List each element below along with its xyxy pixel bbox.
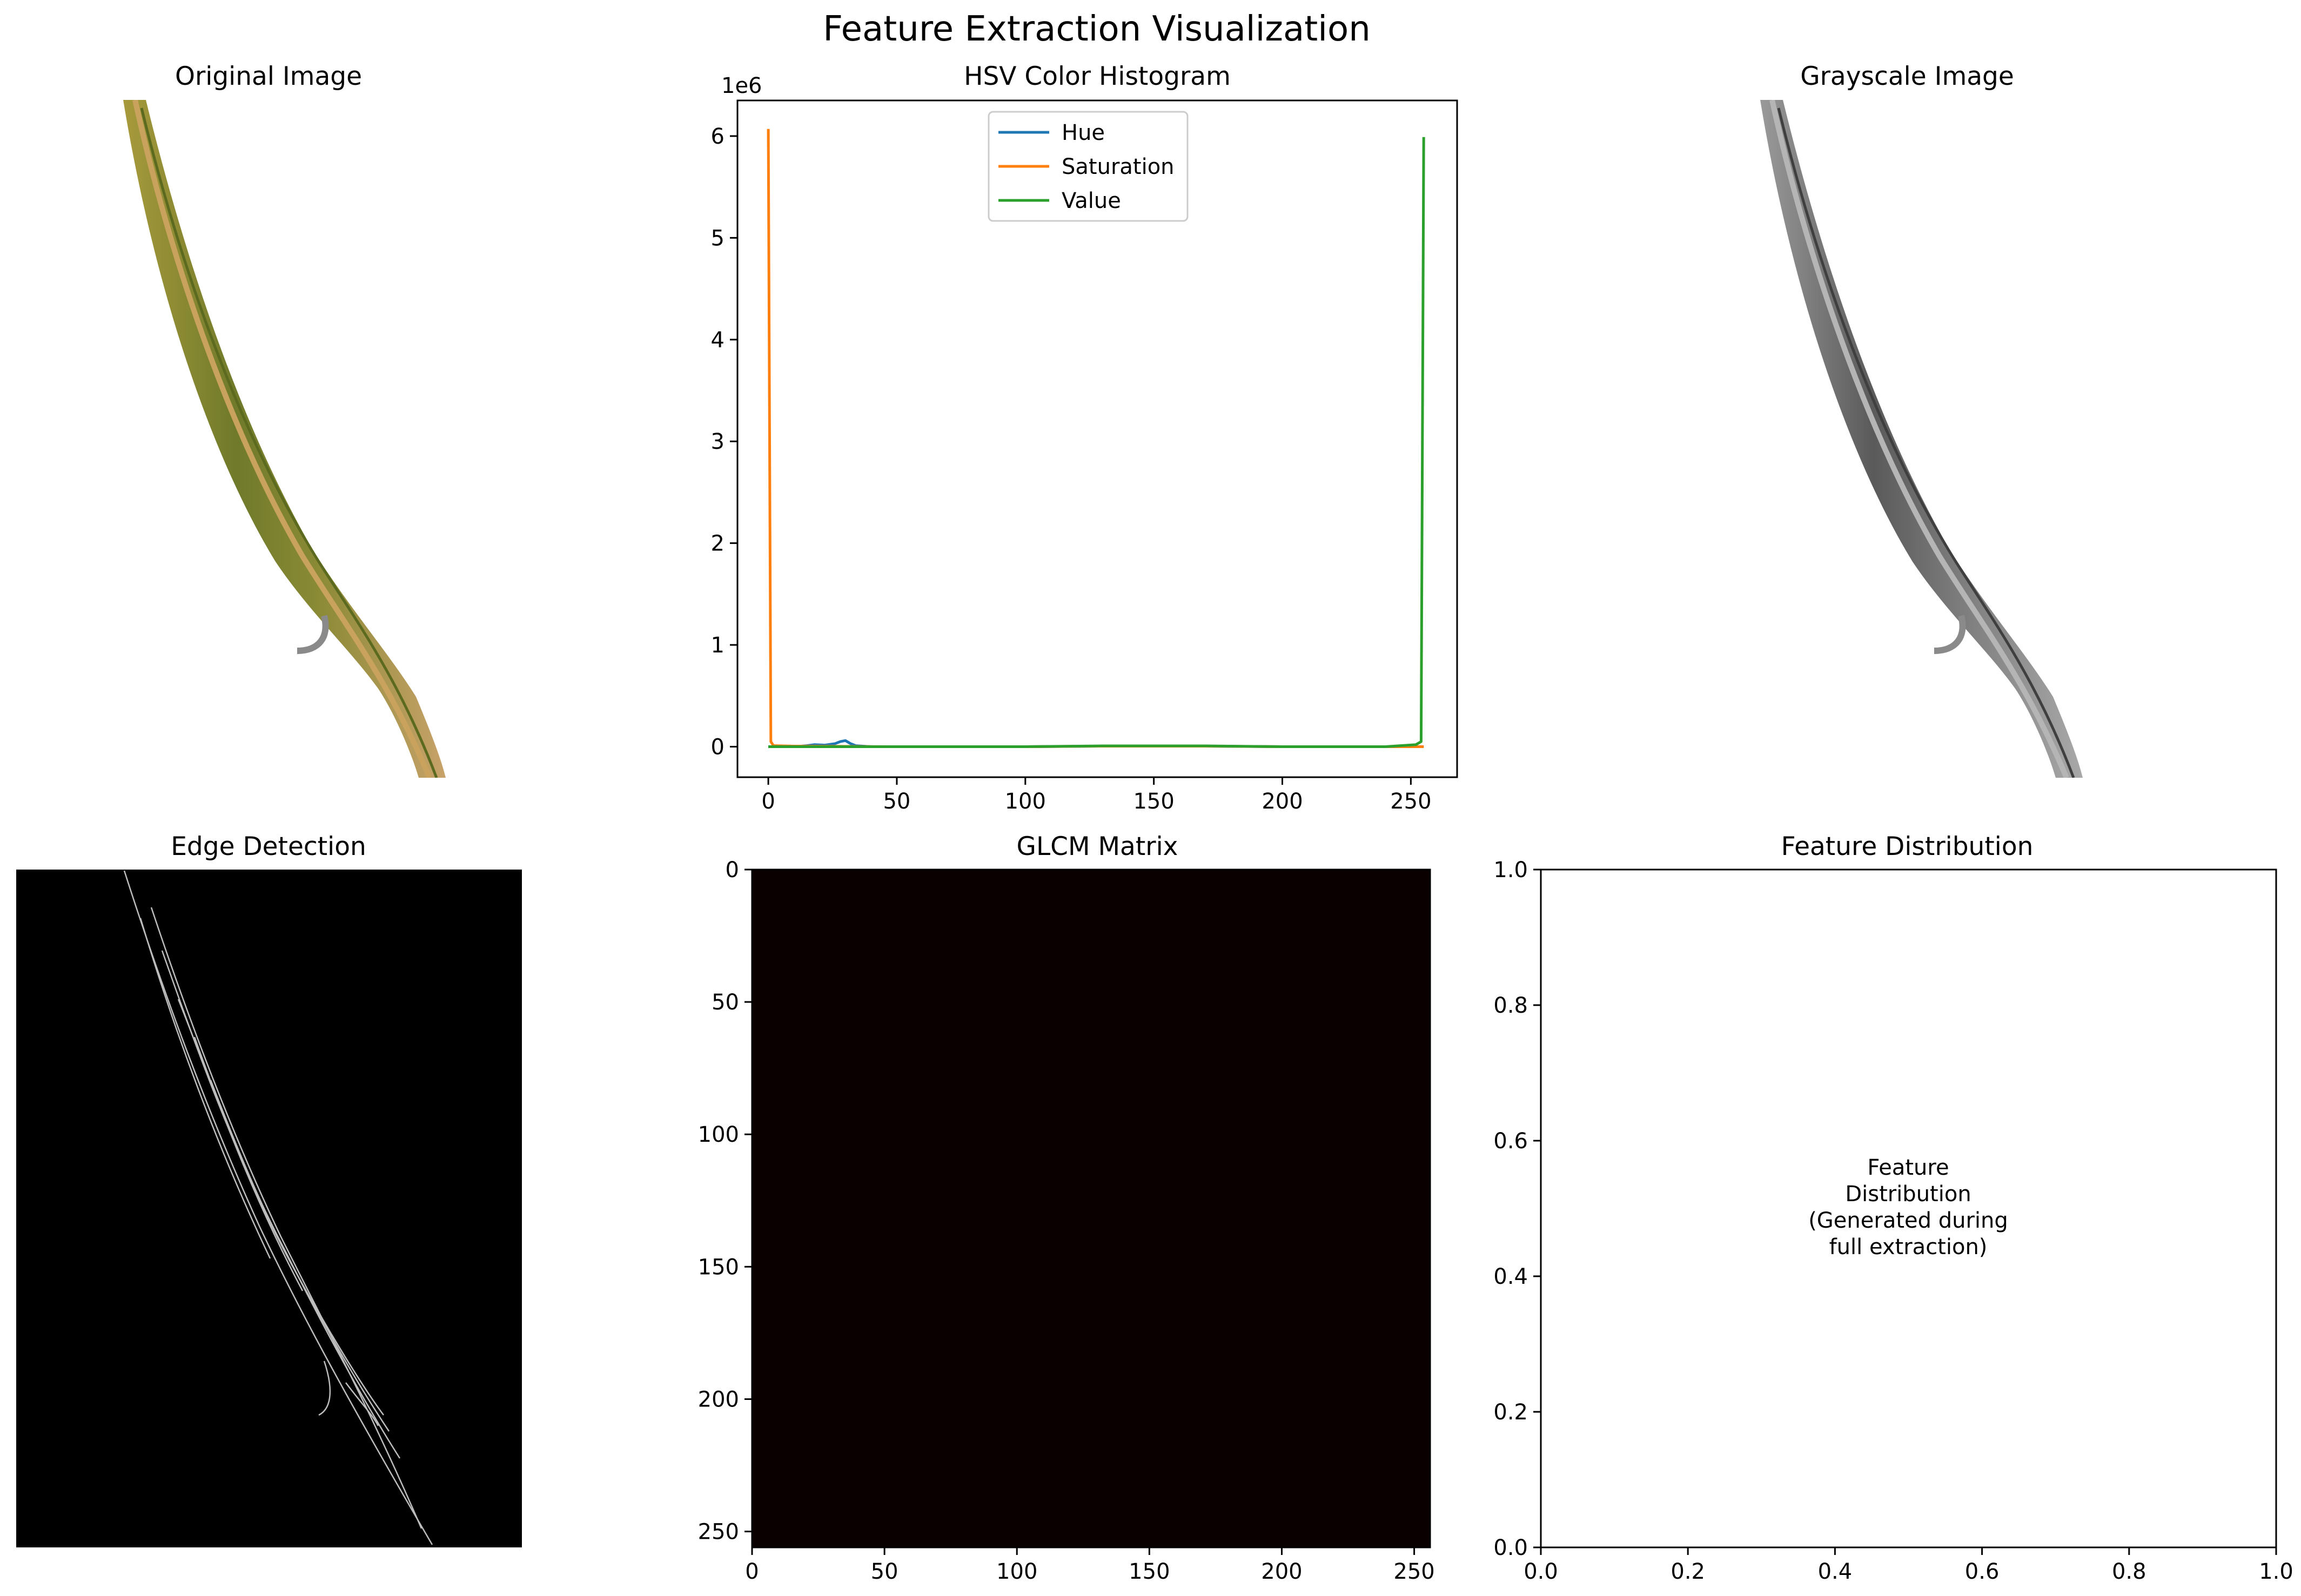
glcm-x-tick-label: 250: [1393, 1559, 1434, 1584]
placeholder-line-4: full extraction): [1829, 1235, 1988, 1260]
glcm-x-tick-label: 100: [996, 1559, 1037, 1584]
y-tick-label: 5: [711, 226, 724, 251]
gray-leaf-vein: [1777, 107, 2075, 778]
feature-x-tick-label: 0.2: [1671, 1559, 1705, 1584]
leaf-midrib: [132, 100, 432, 778]
feature-distribution-panel: Feature Distribution 0.0 0.2 0.4 0.6 0.8 1.0 0…: [1493, 832, 2293, 1584]
feature-x-tick-label: 0.8: [2112, 1559, 2146, 1584]
y-tick-label: 4: [711, 328, 724, 353]
x-tick-label: 50: [883, 789, 910, 814]
y-tick-label: 6: [711, 124, 724, 149]
glcm-y-tick-label: 0: [726, 858, 739, 883]
feature-x-tick-label: 0.6: [1965, 1559, 2000, 1584]
x-tick-label: 200: [1262, 789, 1303, 814]
glcm-title: GLCM Matrix: [1017, 832, 1178, 861]
feature-x-tick-label: 0.4: [1818, 1559, 1853, 1584]
x-tick-label: 100: [1005, 789, 1046, 814]
leaf-blade: [123, 100, 446, 778]
feature-y-tick-label: 0.2: [1493, 1400, 1528, 1425]
edge-lines: [123, 870, 433, 1545]
edge-image-background: [16, 870, 522, 1547]
glcm-x-tick-label: 50: [871, 1559, 898, 1584]
feature-placeholder-text: Feature Distribution (Generated during f…: [1808, 1155, 2008, 1260]
feature-y-tick-label: 0.6: [1493, 1129, 1528, 1154]
feature-x-tick-label: 0.0: [1524, 1559, 1558, 1584]
grayscale-image-panel: Grayscale Image: [1760, 62, 2083, 778]
leaf-curl: [297, 615, 329, 654]
hsv-offset-label: 1e6: [721, 73, 762, 98]
placeholder-line-3: (Generated during: [1808, 1208, 2008, 1233]
y-tick-label: 1: [711, 633, 724, 658]
hsv-histogram-panel: HSV Color Histogram 1e6 0 50 100 150 200 250 0…: [711, 62, 1458, 814]
feature-distribution-title: Feature Distribution: [1781, 832, 2034, 861]
gray-leaf-curl: [1934, 615, 1966, 654]
gray-leaf-midrib: [1769, 100, 2069, 778]
hsv-histogram-title: HSV Color Histogram: [964, 62, 1231, 91]
original-image-title: Original Image: [175, 62, 362, 91]
leaf-image: [123, 100, 446, 778]
edge-detection-title: Edge Detection: [171, 832, 366, 861]
edge-detection-panel: Edge Detection: [16, 832, 522, 1547]
feature-y-tick-label: 1.0: [1493, 858, 1528, 883]
glcm-y-tick-label: 250: [698, 1520, 739, 1545]
glcm-heatmap: [752, 870, 1430, 1547]
placeholder-line-1: Feature: [1867, 1155, 1949, 1180]
placeholder-line-2: Distribution: [1845, 1182, 1971, 1207]
grayscale-image-title: Grayscale Image: [1800, 62, 2014, 91]
glcm-x-tick-label: 150: [1129, 1559, 1170, 1584]
glcm-y-tick-label: 100: [698, 1122, 739, 1147]
y-tick-label: 2: [711, 531, 724, 556]
figure-title: Feature Extraction Visualization: [823, 9, 1371, 49]
hsv-axes-frame: [736, 99, 1458, 778]
y-tick-label: 3: [711, 429, 724, 454]
gray-leaf-blade: [1760, 100, 2083, 778]
legend-label-hue: Hue: [1062, 120, 1105, 145]
x-tick-label: 250: [1390, 789, 1431, 814]
x-tick-label: 150: [1133, 789, 1174, 814]
feature-axes-frame: [1540, 868, 2277, 1548]
y-tick-label: 0: [711, 735, 724, 759]
feature-x-tick-label: 1.0: [2259, 1559, 2293, 1584]
feature-y-tick-label: 0.0: [1493, 1536, 1528, 1560]
glcm-x-tick-label: 0: [745, 1559, 759, 1584]
glcm-y-tick-label: 200: [698, 1387, 739, 1412]
glcm-panel: GLCM Matrix 0 50 100 150 200 2500501001502002…: [698, 832, 1435, 1584]
feature-y-tick-label: 0.8: [1493, 993, 1528, 1018]
grayscale-leaf-image: [1760, 100, 2083, 778]
glcm-x-tick-label: 200: [1261, 1559, 1302, 1584]
x-tick-label: 0: [761, 789, 775, 814]
glcm-axes-frame: [751, 868, 1431, 1548]
legend-label-saturation: Saturation: [1062, 154, 1175, 179]
series-line-value: [768, 137, 1425, 748]
hsv-legend: Hue Saturation Value: [988, 111, 1189, 222]
leaf-vein: [140, 107, 438, 778]
original-image-panel: Original Image: [123, 62, 446, 778]
glcm-y-tick-label: 50: [712, 990, 739, 1015]
feature-y-tick-label: 0.4: [1493, 1264, 1528, 1289]
legend-label-value: Value: [1062, 188, 1121, 213]
legend-box: [988, 111, 1189, 222]
glcm-y-tick-label: 150: [698, 1255, 739, 1280]
